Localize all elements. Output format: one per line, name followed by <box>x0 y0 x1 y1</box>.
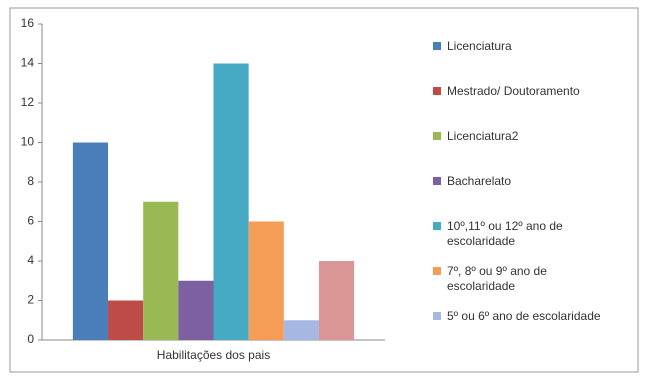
bar <box>283 320 319 340</box>
y-tick-label: 0 <box>27 332 34 346</box>
legend-label: 7º, 8º ou 9º ano de escolaridade <box>447 264 547 293</box>
y-tick-label: 4 <box>27 253 34 267</box>
x-tick-label: Habilitações dos pais <box>157 348 270 362</box>
y-tick-label: 2 <box>27 293 34 307</box>
bar <box>108 300 144 340</box>
legend-swatch <box>433 312 441 320</box>
legend-label: Mestrado/ Doutoramento <box>447 84 580 98</box>
y-tick-label: 6 <box>27 214 34 228</box>
legend-swatch <box>433 267 441 275</box>
legend-label: Licenciatura2 <box>447 129 519 143</box>
legend-swatch <box>433 177 441 185</box>
y-tick-label: 16 <box>21 16 35 30</box>
legend-item: Licenciatura2 <box>433 129 618 144</box>
legend-label: Bacharelato <box>447 174 512 188</box>
bar <box>143 201 179 340</box>
legend-swatch <box>433 42 441 50</box>
y-tick-label: 12 <box>21 95 35 109</box>
legend-label: Licenciatura <box>447 39 512 53</box>
legend-swatch <box>433 87 441 95</box>
legend-item: 7º, 8º ou 9º ano de escolaridade <box>433 264 618 294</box>
bar <box>318 261 355 340</box>
bar <box>178 280 214 340</box>
y-tick-label: 10 <box>21 135 35 149</box>
bar <box>72 142 109 340</box>
legend-item: 10º,11º ou 12º ano de escolaridade <box>433 219 618 249</box>
legend-item: 5º ou 6º ano de escolaridade <box>433 309 618 324</box>
legend-label: 5º ou 6º ano de escolaridade <box>447 309 601 323</box>
legend-item: Licenciatura <box>433 39 618 54</box>
legend-item: Mestrado/ Doutoramento <box>433 84 618 99</box>
y-tick-label: 8 <box>27 174 34 188</box>
legend-swatch <box>433 132 441 140</box>
bar <box>213 63 249 340</box>
legend-item: Bacharelato <box>433 174 618 189</box>
legend-label: 10º,11º ou 12º ano de escolaridade <box>447 219 563 248</box>
y-tick-label: 14 <box>21 56 35 70</box>
bar <box>248 221 284 340</box>
legend-swatch <box>433 222 441 230</box>
